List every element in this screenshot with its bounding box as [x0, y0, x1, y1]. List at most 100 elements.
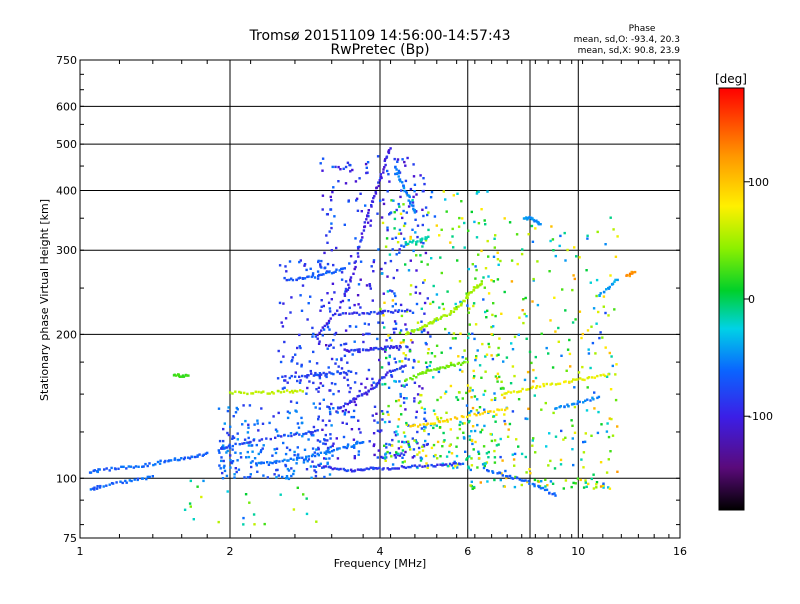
echo-point: [323, 475, 326, 479]
echo-point: [294, 371, 297, 374]
echo-point: [551, 238, 555, 241]
echo-point: [359, 192, 362, 195]
echo-point: [384, 459, 387, 462]
echo-point: [326, 446, 330, 450]
echo-point: [417, 328, 420, 332]
echo-point: [343, 294, 347, 297]
echo-point: [436, 367, 439, 370]
echo-point: [323, 251, 326, 255]
echo-point: [382, 198, 385, 201]
echo-point: [426, 466, 429, 469]
echo-point: [299, 346, 302, 350]
echo-point: [397, 202, 400, 206]
echo-point: [372, 259, 376, 262]
echo-point: [545, 488, 549, 491]
echo-point: [188, 457, 192, 460]
echo-point: [479, 430, 482, 434]
echo-point: [452, 466, 455, 470]
echo-point: [564, 436, 567, 439]
echo-point: [416, 453, 419, 456]
echo-point: [407, 332, 410, 335]
echo-point: [250, 392, 253, 395]
echo-point: [297, 426, 301, 429]
echo-point: [435, 293, 439, 296]
echo-point: [443, 392, 447, 395]
echo-point: [348, 306, 351, 309]
echo-point: [287, 469, 291, 472]
echo-point: [491, 471, 495, 474]
echo-point: [444, 198, 447, 201]
echo-point: [354, 325, 358, 328]
echo-point: [334, 362, 337, 365]
echo-point: [481, 342, 484, 346]
echo-point: [516, 262, 519, 266]
echo-point: [364, 162, 368, 166]
echo-point: [236, 432, 239, 435]
echo-point: [605, 430, 609, 433]
echo-point: [423, 411, 427, 414]
echo-point: [298, 381, 302, 384]
echo-point: [551, 482, 555, 485]
echo-point: [325, 322, 329, 325]
echo-point: [321, 326, 324, 329]
echo-point: [354, 237, 357, 240]
echo-point: [494, 397, 497, 400]
echo-point: [242, 404, 245, 407]
echo-point: [393, 369, 397, 372]
echo-point: [419, 327, 423, 331]
echo-point: [420, 260, 423, 263]
echo-point: [411, 311, 415, 314]
echo-point: [563, 405, 566, 408]
echo-point: [347, 384, 350, 387]
echo-point: [480, 282, 483, 286]
echo-point: [277, 389, 280, 393]
echo-point: [467, 336, 470, 340]
echo-point: [467, 293, 470, 296]
echo-point: [475, 236, 479, 239]
echo-point: [384, 347, 387, 350]
echo-point: [430, 257, 433, 260]
echo-point: [574, 378, 577, 381]
echo-point: [91, 487, 95, 490]
echo-point: [191, 455, 194, 459]
echo-point: [389, 345, 393, 348]
echo-point: [311, 335, 314, 338]
echo-point: [581, 365, 584, 369]
echo-point: [403, 189, 406, 193]
echo-point: [358, 441, 362, 445]
echo-point: [445, 455, 449, 458]
echo-point: [405, 332, 408, 336]
echo-point: [376, 312, 379, 315]
echo-point: [380, 455, 383, 459]
echo-point: [303, 263, 307, 266]
echo-point: [302, 458, 306, 462]
echo-point: [309, 267, 312, 270]
echo-point: [263, 522, 266, 526]
echo-point: [412, 374, 415, 378]
echo-point: [595, 481, 599, 484]
echo-point: [332, 346, 335, 349]
echo-point: [487, 456, 490, 459]
echo-point: [367, 209, 370, 212]
echo-point: [290, 296, 293, 299]
echo-point: [284, 452, 288, 456]
echo-point: [571, 437, 574, 440]
echo-point: [399, 303, 403, 307]
echo-point: [393, 467, 396, 470]
echo-point: [358, 389, 361, 393]
echo-point: [468, 455, 471, 458]
echo-point: [328, 328, 331, 331]
echo-point: [340, 278, 344, 281]
echo-point: [114, 467, 117, 471]
echo-point: [397, 447, 401, 450]
echo-point: [567, 380, 571, 384]
echo-point: [318, 407, 321, 410]
echo-point: [382, 314, 385, 317]
echo-point: [571, 288, 574, 292]
echo-point: [520, 483, 523, 487]
echo-point: [398, 248, 401, 251]
echo-point: [175, 374, 178, 377]
echo-point: [173, 458, 176, 461]
echo-point: [500, 380, 503, 383]
echo-point: [398, 454, 402, 457]
